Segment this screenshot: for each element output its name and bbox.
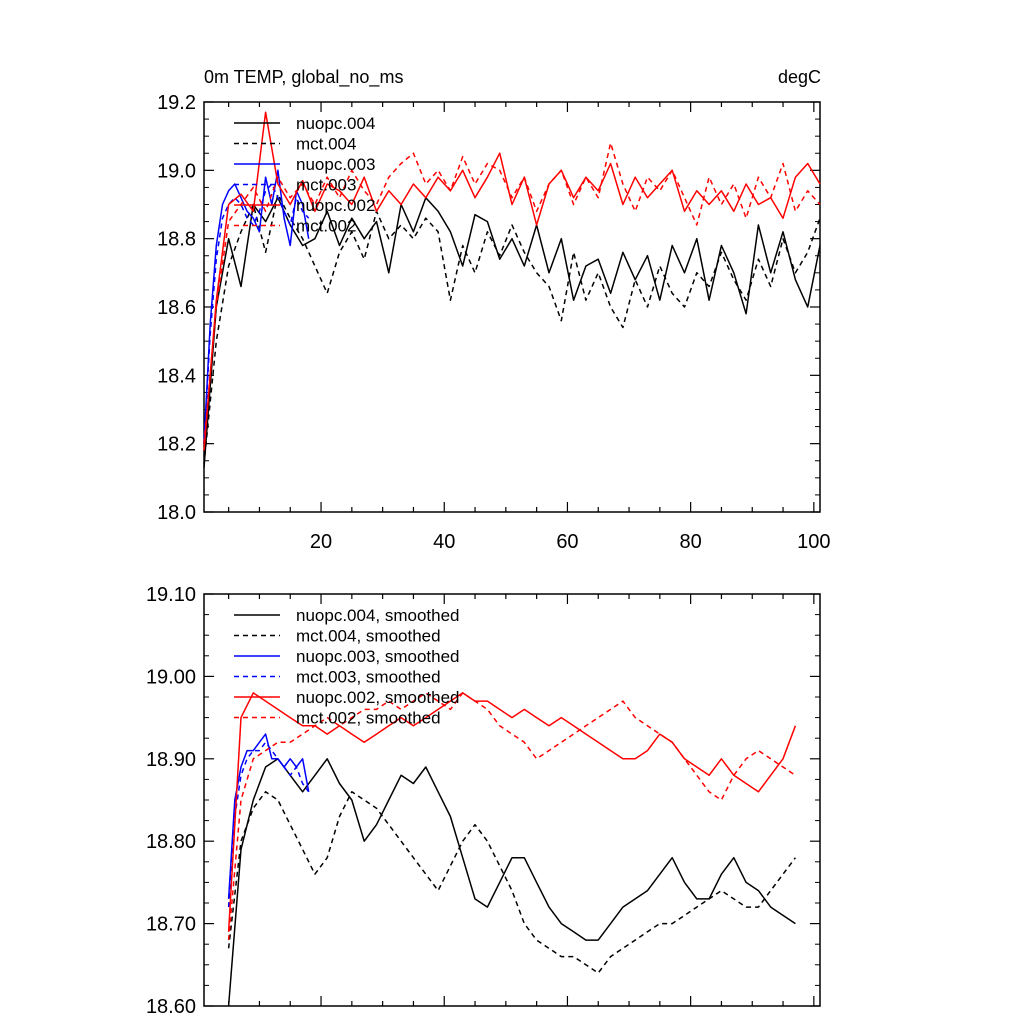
- top-ytick-label: 19.0: [157, 160, 196, 182]
- top-panel: 0m TEMP, global_no_ms degC 18.018.218.41…: [157, 67, 830, 553]
- top-xtick-label: 100: [797, 531, 830, 553]
- bottom-series-line-4: [227, 692, 797, 932]
- top-legend-label-2: nuopc.003: [296, 155, 375, 174]
- top-ytick-label: 18.8: [157, 229, 196, 251]
- top-xtick-label: 40: [433, 531, 455, 553]
- bottom-ytick-label: 19.00: [146, 666, 196, 688]
- top-series-line-3: [203, 183, 310, 444]
- bottom-series-line-3: [227, 741, 310, 908]
- bottom-ytick-label: 18.70: [146, 914, 196, 936]
- top-xtick-label: 20: [310, 531, 332, 553]
- bottom-legend-label-0: nuopc.004, smoothed: [296, 606, 460, 625]
- bottom-series-line-1: [227, 791, 796, 974]
- top-legend-label-3: mct.003: [296, 176, 356, 195]
- bottom-series-line-5: [227, 692, 796, 941]
- bottom-panel: 18.60 18.70 18.80 18.90 19.00 19.10 nuopc.004…: [146, 584, 821, 1018]
- bottom-legend-label-1: mct.004, smoothed: [296, 627, 441, 646]
- top-ytick-label: 18.0: [157, 502, 196, 524]
- top-ytick-label: 19.2: [157, 92, 196, 114]
- top-series-line-5: [203, 142, 821, 444]
- bottom-ytick-label: 18.60: [146, 996, 196, 1018]
- bottom-legend-label-2: nuopc.003, smoothed: [296, 647, 460, 666]
- bottom-legend-label-3: mct.003, smoothed: [296, 668, 441, 687]
- top-xtick-label: 60: [556, 531, 578, 553]
- top-ytick-label: 18.2: [157, 434, 196, 456]
- bottom-ytick-label: 18.80: [146, 831, 196, 853]
- bottom-axis-ticks: 18.60 18.70 18.80 18.90 19.00 19.10: [146, 584, 820, 1018]
- top-legend-label-0: nuopc.004: [296, 114, 375, 133]
- bottom-legend-label-4: nuopc.002, smoothed: [296, 688, 460, 707]
- bottom-series-group: [227, 692, 797, 1007]
- top-series-line-1: [203, 193, 821, 465]
- top-panel-units: degC: [778, 67, 821, 87]
- top-legend-label-5: mct.002: [296, 217, 356, 236]
- top-legend-label-1: mct.004: [296, 135, 356, 154]
- bottom-ytick-label: 18.90: [146, 749, 196, 771]
- bottom-series-line-2: [227, 733, 310, 899]
- top-panel-title: 0m TEMP, global_no_ms: [204, 67, 403, 88]
- top-xtick-label: 80: [680, 531, 702, 553]
- bottom-legend-label-5: mct.002, smoothed: [296, 709, 441, 728]
- top-ytick-label: 18.6: [157, 297, 196, 319]
- bottom-ytick-label: 19.10: [146, 584, 196, 606]
- top-legend-label-4: nuopc.002: [296, 196, 375, 215]
- top-series-group: [203, 111, 821, 468]
- top-series-line-0: [203, 196, 821, 468]
- top-axis-ticks: 18.0 18.2 18.4 18.6 18.8 19.0 19.2 20 40 60 80 100: [157, 92, 830, 553]
- top-ytick-label: 18.4: [157, 365, 196, 387]
- bottom-series-line-0: [227, 758, 796, 1007]
